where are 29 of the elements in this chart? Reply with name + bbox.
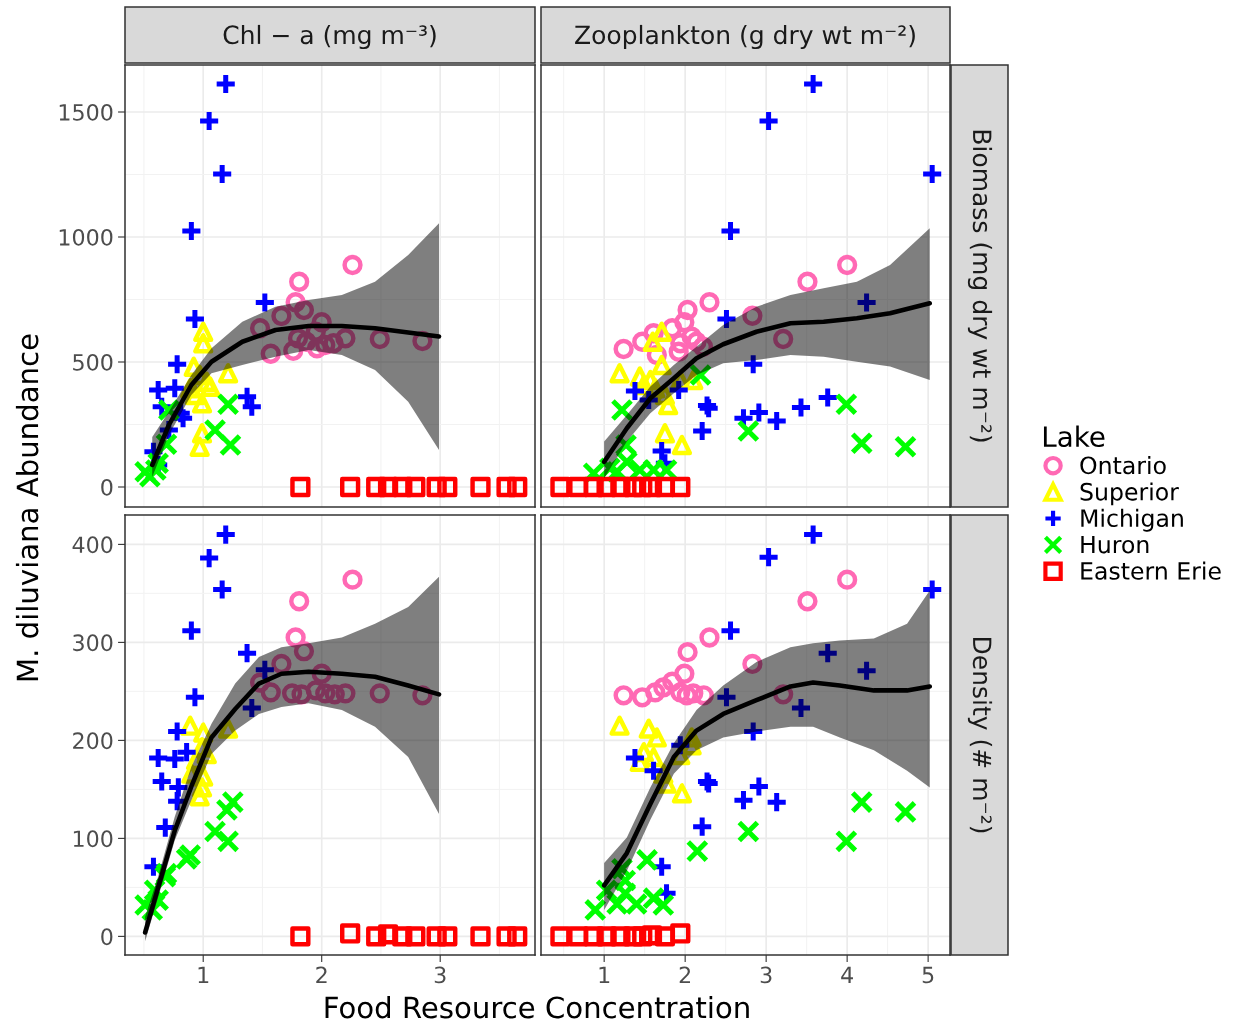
y-tick-label: 1500 bbox=[59, 103, 113, 121]
x-tick-label: 1 bbox=[599, 966, 610, 983]
legend-label: Superior bbox=[1080, 482, 1179, 506]
x-axis-title: Food Resource Concentration bbox=[325, 995, 749, 1019]
y-tick-label: 400 bbox=[72, 536, 113, 554]
y-tick-label: 0 bbox=[101, 928, 113, 946]
legend-label: Eastern Erie bbox=[1081, 561, 1221, 580]
chart-title: Zooplankton (g dry wt m⁻²) bbox=[575, 24, 915, 50]
legend-label: Huron bbox=[1081, 535, 1149, 554]
x-tick-label: 1 bbox=[198, 966, 209, 983]
y-tick-label: 300 bbox=[73, 634, 113, 652]
x-tick-label: 4 bbox=[841, 966, 853, 983]
y-tick-label: 200 bbox=[73, 732, 113, 750]
legend-label: Ontario bbox=[1080, 456, 1166, 475]
x-tick-label: 2 bbox=[679, 966, 691, 983]
y-axis-title: M. diluviana Abundance bbox=[15, 334, 39, 681]
y2-axis-title: Biomass (mg dry wt m⁻²) bbox=[967, 130, 993, 442]
y-tick-label: 1000 bbox=[59, 228, 113, 246]
x-tick-label: 5 bbox=[922, 966, 934, 984]
x-tick-label: 2 bbox=[316, 966, 327, 983]
y-tick-label: 100 bbox=[73, 830, 113, 848]
y2-axis-title: Density (# m⁻²) bbox=[967, 637, 993, 833]
x-tick-label: 3 bbox=[434, 966, 446, 984]
chart-title: Chl − a (mg m⁻³) bbox=[223, 24, 436, 50]
legend-label: Michigan bbox=[1081, 508, 1183, 532]
y-tick-label: 500 bbox=[73, 353, 113, 371]
y-tick-label: 0 bbox=[101, 478, 113, 496]
x-tick-label: 3 bbox=[760, 966, 772, 984]
legend-title: Lake bbox=[1043, 425, 1105, 448]
